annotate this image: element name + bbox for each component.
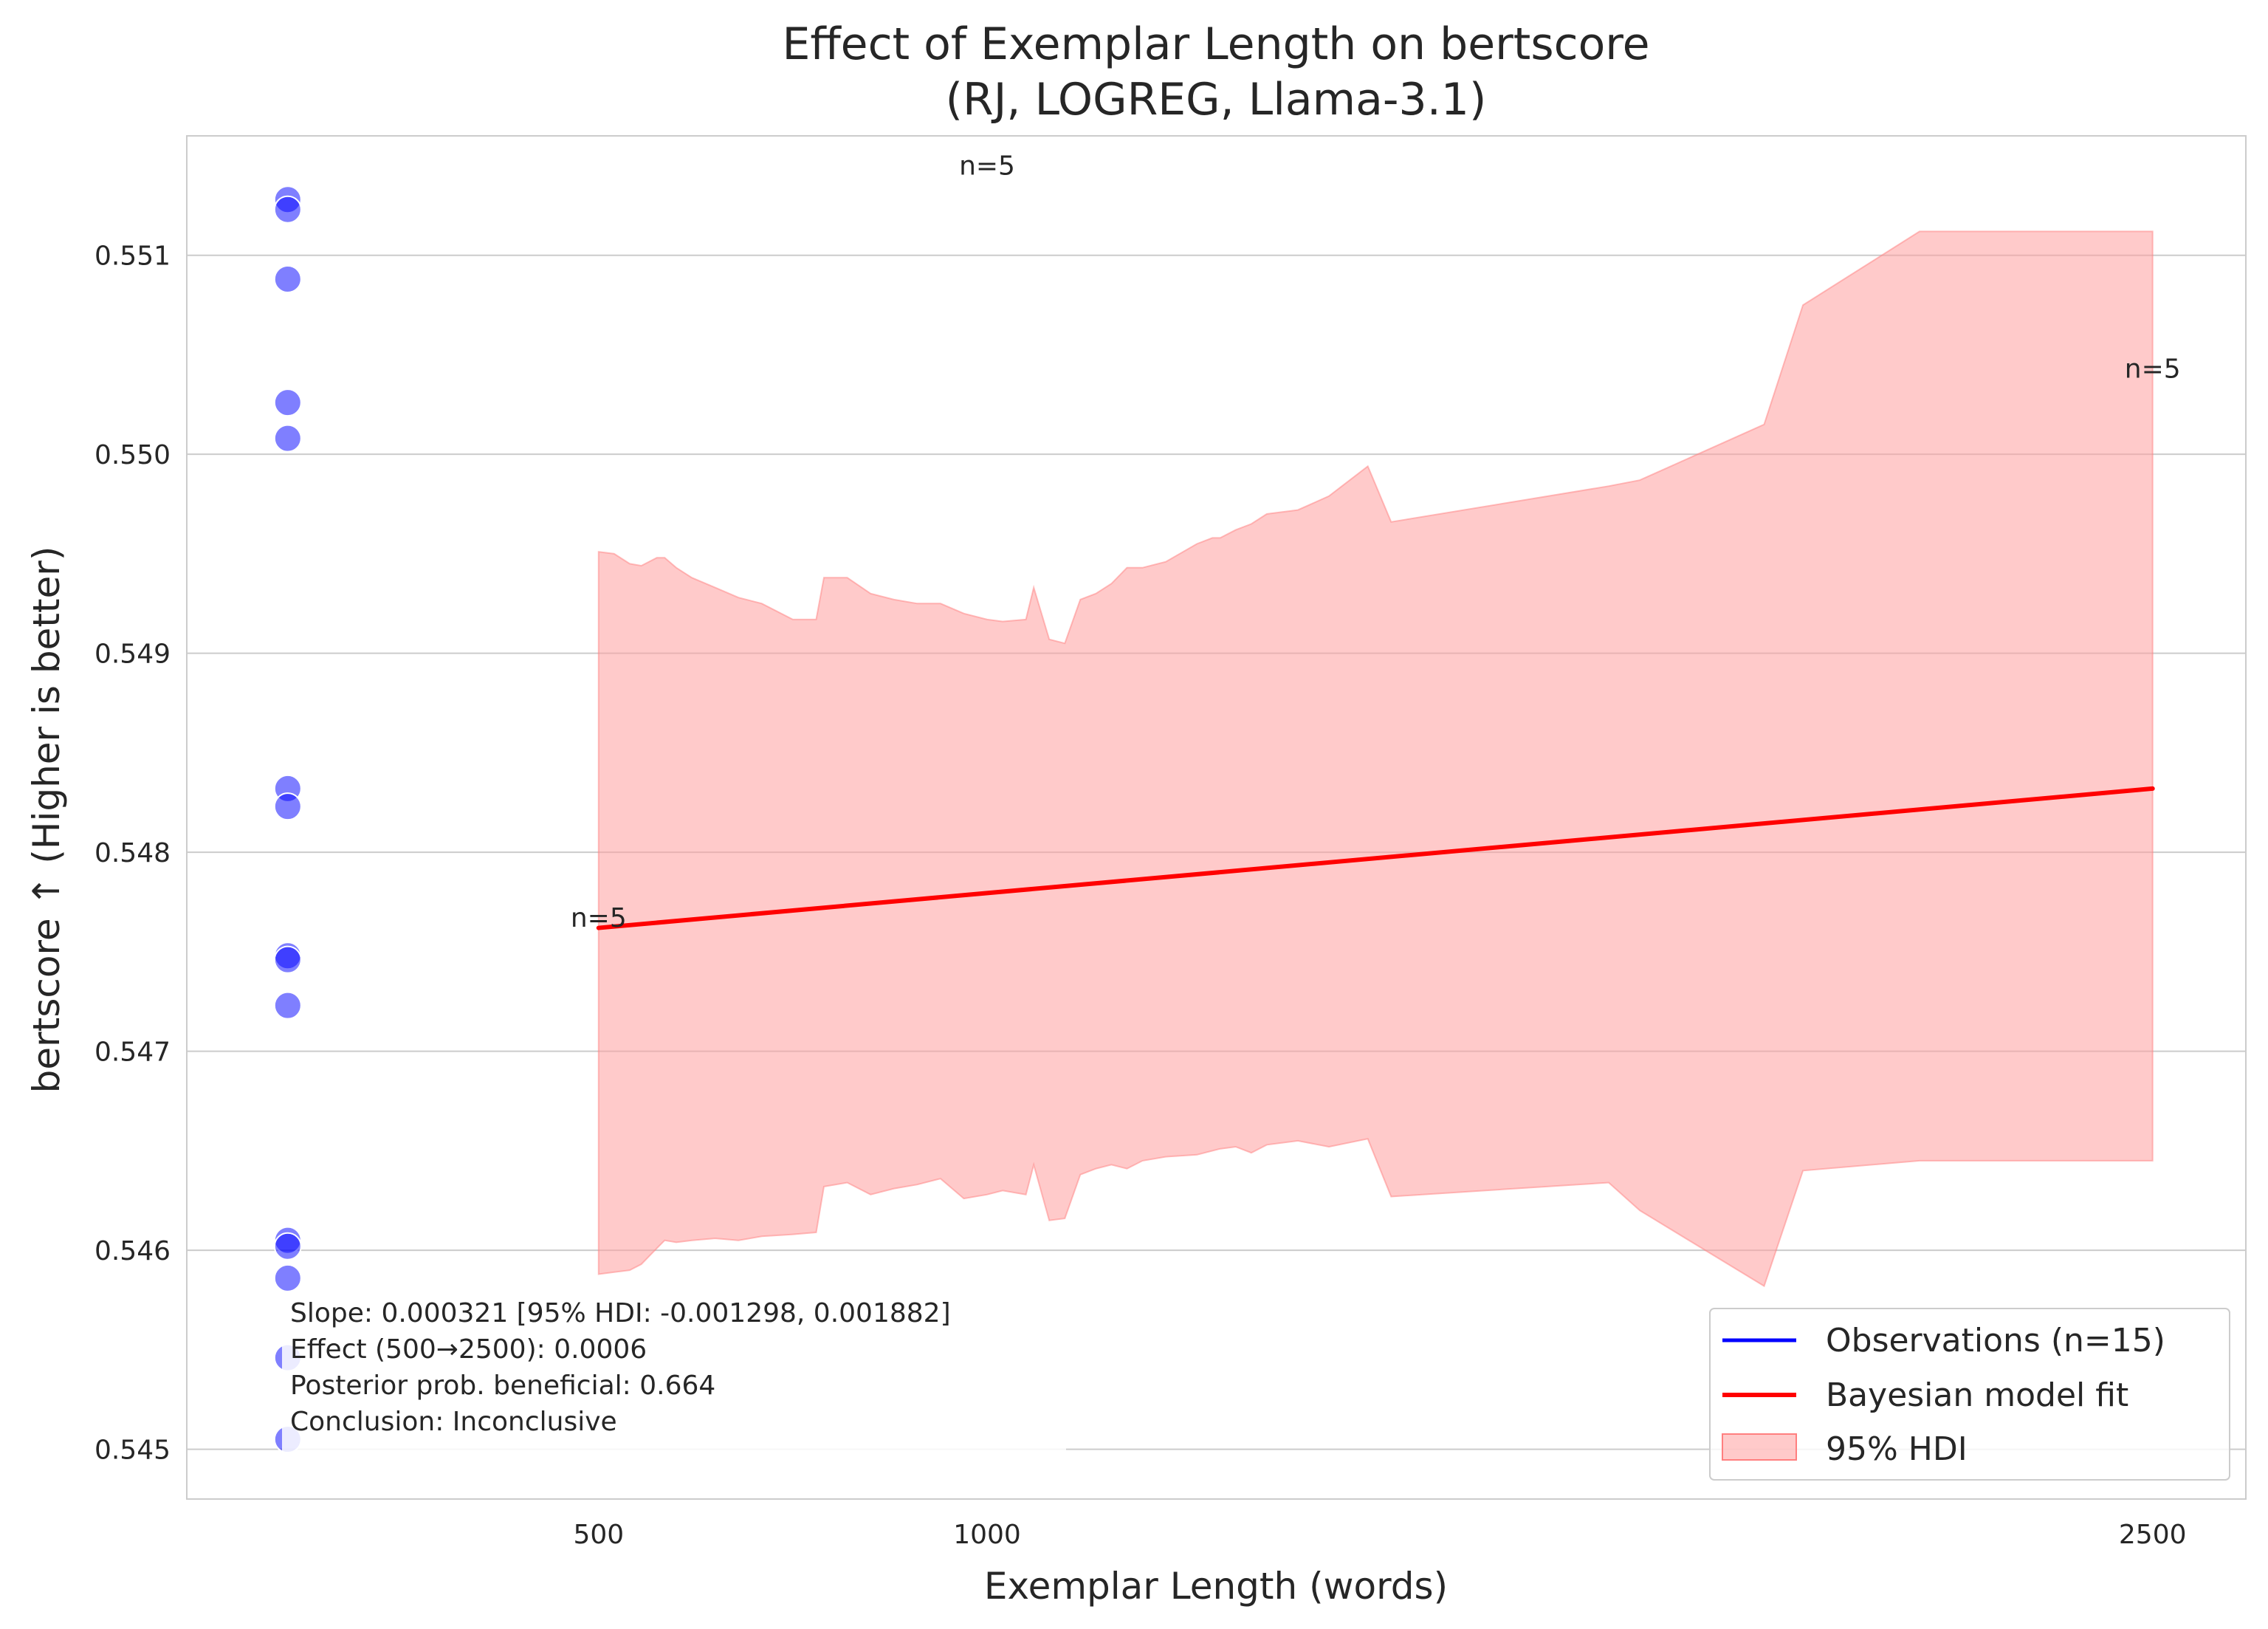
legend: Observations (n=15) Bayesian model fit 9… [1709, 1308, 2230, 1481]
observation-point [273, 424, 302, 453]
legend-label-hdi: 95% HDI [1826, 1430, 1968, 1468]
sample-size-annotation: n=5 [2125, 354, 2181, 384]
y-tick-label: 0.545 [94, 1436, 171, 1466]
stats-line-effect: Effect (500→2500): 0.0006 [290, 1334, 647, 1365]
y-tick-label: 0.549 [94, 639, 171, 670]
legend-frame [1709, 1308, 2230, 1481]
chart-title-line-1: Effect of Exemplar Length on bertscore [782, 18, 1649, 70]
observation-point [273, 991, 302, 1020]
observation-point [273, 388, 302, 417]
hdi-area [597, 230, 2154, 1288]
sample-size-annotation: n=5 [571, 903, 627, 933]
y-tick-label: 0.547 [94, 1038, 171, 1068]
x-axis-label: Exemplar Length (words) [984, 1565, 1448, 1608]
x-tick-label: 1000 [953, 1520, 1021, 1550]
sample-size-annotation: n=5 [959, 151, 1015, 181]
y-tick-label: 0.548 [94, 838, 171, 868]
legend-label-observations: Observations (n=15) [1826, 1322, 2165, 1359]
stats-box-background [282, 1291, 1066, 1453]
chart-title-line-2: (RJ, LOGREG, Llama-3.1) [946, 74, 1487, 126]
observation-point [273, 945, 302, 974]
stats-line-slope: Slope: 0.000321 [95% HDI: -0.001298, 0.0… [290, 1298, 951, 1328]
x-tick-label: 2500 [2119, 1520, 2187, 1550]
observation-point [273, 1232, 302, 1261]
y-tick-labels: 0.545 0.546 0.547 0.548 0.549 0.550 0.551 [94, 241, 171, 1466]
sample-size-annotations: n=5 n=5 n=5 [571, 151, 2181, 933]
y-tick-label: 0.550 [94, 440, 171, 470]
y-tick-label: 0.546 [94, 1236, 171, 1266]
stats-box: Slope: 0.000321 [95% HDI: -0.001298, 0.0… [282, 1291, 1066, 1453]
hdi-band [597, 230, 2154, 1288]
plot-frame [186, 135, 2247, 1500]
y-tick-label: 0.551 [94, 241, 171, 272]
fit-line [596, 786, 2155, 930]
observation-point [273, 792, 302, 821]
observation-points [273, 185, 302, 1454]
observation-point [273, 1263, 302, 1292]
stats-line-conclusion: Conclusion: Inconclusive [290, 1407, 617, 1437]
observation-point [273, 265, 302, 294]
fit-line-layer [596, 786, 2155, 930]
observation-point [273, 195, 302, 224]
x-tick-label: 500 [573, 1520, 624, 1550]
legend-label-fit: Bayesian model fit [1826, 1376, 2128, 1414]
stats-line-posterior: Posterior prob. beneficial: 0.664 [290, 1371, 715, 1401]
x-tick-labels: 500 1000 2500 [573, 1520, 2186, 1550]
y-axis-label: bertscore ↑ (Higher is better) [25, 546, 68, 1094]
legend-swatch-hdi [1722, 1433, 1797, 1461]
